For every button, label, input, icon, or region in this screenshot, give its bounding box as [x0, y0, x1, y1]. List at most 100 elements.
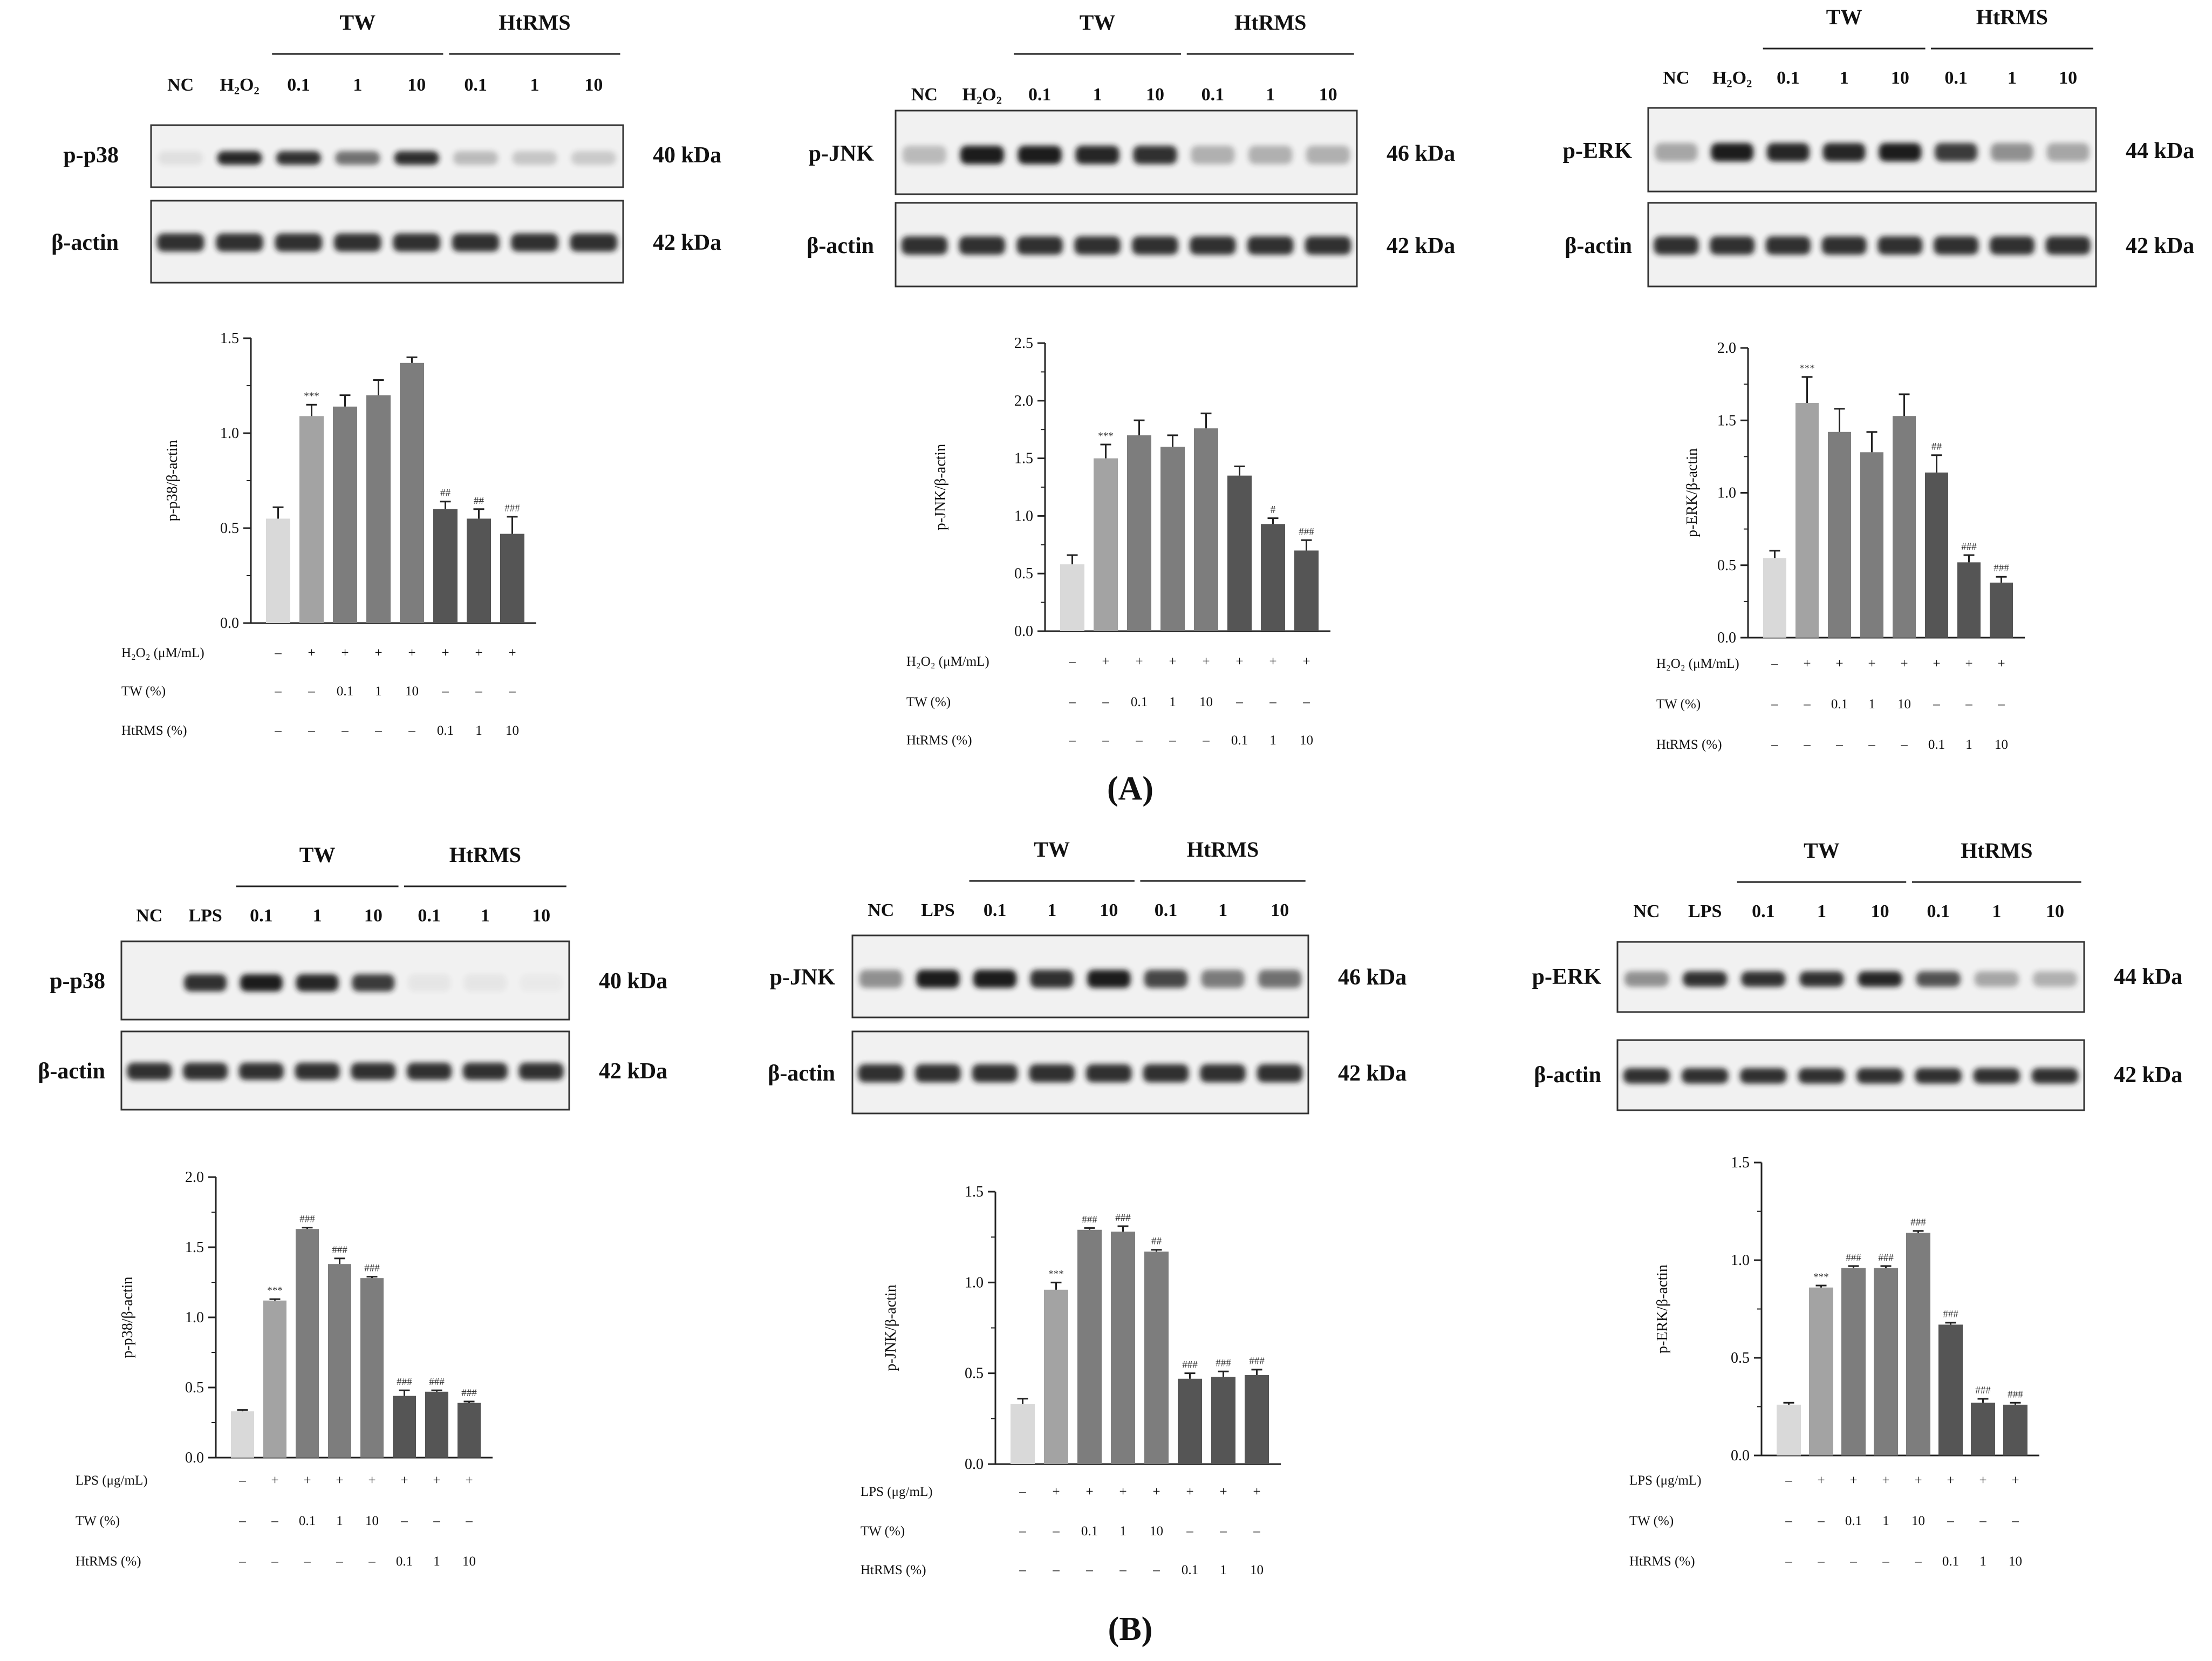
actin-band [275, 233, 323, 252]
bar [1841, 1268, 1866, 1455]
condition-value: 1 [1169, 695, 1176, 709]
significance-mark: *** [1048, 1268, 1064, 1280]
condition-value: + [1302, 654, 1310, 669]
bar [467, 518, 491, 623]
condition-value: 1 [336, 1514, 343, 1528]
group-label-htrms: HtRMS [1187, 837, 1259, 862]
condition-value: 1 [1220, 1563, 1227, 1577]
y-tick-label: 1.5 [1717, 412, 1736, 429]
condition-value: – [1019, 1524, 1026, 1539]
blot-band [1822, 143, 1866, 162]
condition-value: + [475, 646, 482, 660]
bar [1893, 416, 1916, 638]
lane-label: 0.1 [1944, 68, 1968, 88]
y-tick-label: 0.0 [965, 1456, 984, 1473]
condition-value: + [336, 1473, 343, 1488]
significance-mark: ### [461, 1387, 477, 1399]
condition-value: – [274, 684, 282, 699]
condition-value: + [1135, 654, 1143, 669]
bar [263, 1300, 286, 1458]
y-tick-label: 1.0 [1731, 1252, 1750, 1269]
actin-band [1132, 236, 1178, 255]
condition-value: 1 [1979, 1554, 1986, 1569]
blot-target-label: p-JNK [770, 965, 836, 990]
actin-band [1710, 236, 1755, 255]
panel-label-a: (A) [1107, 770, 1153, 807]
actin-band [462, 1063, 508, 1080]
condition-value: 1 [1119, 1524, 1127, 1539]
condition-value: – [1835, 737, 1843, 752]
condition-value: + [271, 1473, 278, 1488]
blot-band [1075, 146, 1119, 165]
bar [1227, 475, 1252, 631]
bar [425, 1391, 448, 1458]
significance-mark: ### [2008, 1389, 2023, 1400]
condition-value: 0.1 [299, 1514, 316, 1528]
blot-panel: TW HtRMS NC LPS 0.1 1 10 0.1 1 10 p-JNK 46 kDa β-act… [768, 837, 1407, 1115]
significance-mark: ### [1910, 1217, 1926, 1228]
actin-band [511, 233, 558, 252]
blot-band [1974, 971, 2019, 987]
condition-value: 0.1 [1231, 733, 1248, 748]
condition-value: 1 [1882, 1514, 1889, 1528]
condition-value: 10 [2009, 1554, 2022, 1569]
blot-band [1306, 146, 1350, 165]
blot-band [916, 969, 960, 988]
actin-band [407, 1063, 452, 1080]
y-tick-label: 0.0 [220, 615, 239, 632]
significance-mark: ### [364, 1263, 380, 1274]
y-tick-label: 1.5 [1731, 1154, 1750, 1171]
condition-value: + [465, 1473, 473, 1488]
actin-band [1798, 1068, 1845, 1084]
condition-value: 10 [365, 1514, 379, 1528]
condition-value: + [1235, 654, 1243, 669]
actin-band [1200, 1064, 1246, 1083]
condition-value: – [1817, 1514, 1825, 1528]
condition-value: + [341, 646, 349, 660]
western-blots: TW HtRMS NC H₂O₂ 0.1 1 10 0.1 1 10 p-p38 40 kDa β-ac… [38, 5, 2194, 1115]
actin-kda-label: 42 kDa [1387, 234, 1455, 258]
condition-value: – [1849, 1554, 1857, 1569]
condition-value: 0.1 [1131, 695, 1148, 709]
lane-label: H₂O₂ [1712, 68, 1752, 88]
condition-value: – [1771, 697, 1778, 712]
blot-band [1683, 971, 1728, 987]
lane-label: 10 [2059, 68, 2077, 88]
condition-value: – [274, 723, 282, 738]
condition-value: – [1119, 1563, 1127, 1577]
significance-mark: # [1271, 504, 1276, 516]
actin-band [2045, 236, 2091, 255]
condition-value: – [1085, 1563, 1093, 1577]
group-label-tw: TW [1804, 838, 1840, 863]
condition-value: + [1914, 1473, 1922, 1488]
bar [1011, 1404, 1035, 1464]
y-tick-label: 2.5 [1014, 335, 1033, 352]
blot-band [1858, 971, 1902, 987]
lane-label: 0.1 [287, 75, 310, 95]
condition-value: – [1785, 1514, 1792, 1528]
lane-label: 0.1 [1777, 68, 1800, 88]
actin-band [2031, 1068, 2079, 1084]
condition-label: H₂O₂ (μM/mL) [121, 646, 204, 660]
actin-band [452, 233, 500, 252]
bar [1763, 558, 1786, 638]
significance-mark: ### [1846, 1252, 1861, 1263]
lane-label: 0.1 [1927, 901, 1950, 921]
condition-value: – [368, 1554, 376, 1569]
actin-kda-label: 42 kDa [599, 1059, 667, 1084]
y-tick-label: 0.5 [1014, 565, 1033, 582]
y-tick-label: 0.5 [1731, 1350, 1750, 1366]
condition-value: 1 [1868, 697, 1875, 712]
condition-value: + [408, 646, 415, 660]
blot-kda-label: 46 kDa [1387, 141, 1455, 166]
blot-kda-label: 44 kDa [2126, 139, 2194, 163]
condition-value: 10 [1250, 1563, 1264, 1577]
lane-label: LPS [188, 906, 222, 926]
lane-label: 1 [353, 75, 362, 95]
bar [333, 406, 357, 623]
condition-value: 1 [1965, 737, 1972, 752]
condition-value: + [1900, 657, 1908, 671]
condition-value: + [1947, 1473, 1954, 1488]
condition-label: LPS (μg/mL) [861, 1485, 933, 1499]
bar [360, 1278, 384, 1458]
